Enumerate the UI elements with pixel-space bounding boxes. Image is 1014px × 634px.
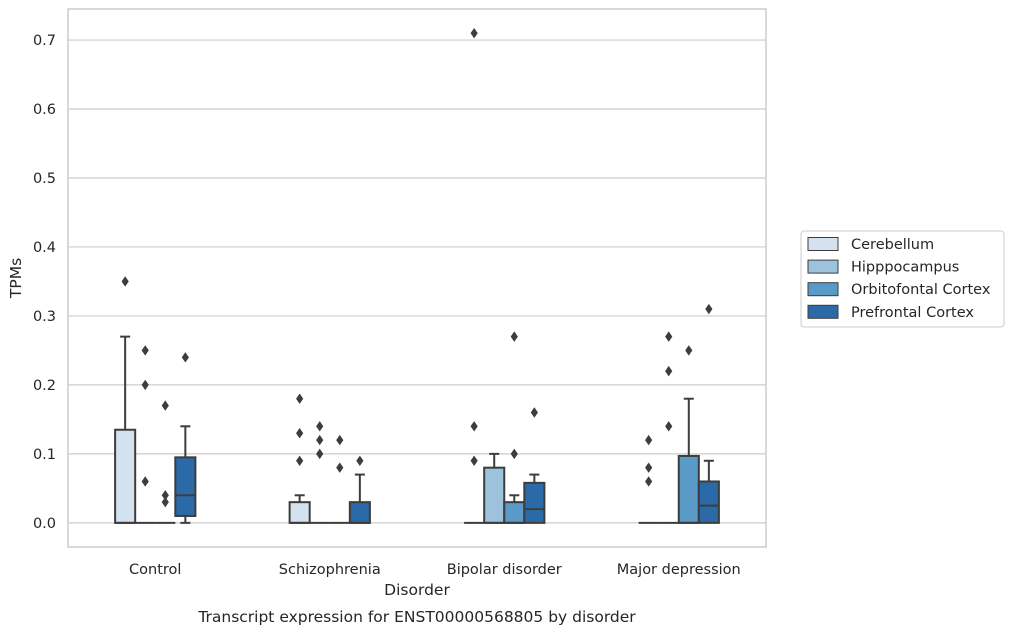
box-1-3 xyxy=(658,331,679,524)
outlier-point xyxy=(665,331,673,342)
outlier-point xyxy=(510,448,518,460)
x-tick-label: Major depression xyxy=(617,562,741,578)
outlier-point xyxy=(296,427,304,439)
outlier-point xyxy=(356,455,364,466)
outlier-point xyxy=(645,476,653,487)
box-2-1 xyxy=(329,434,350,524)
legend-label: Cerebellum xyxy=(851,237,934,253)
legend-frame xyxy=(800,230,1005,328)
chart-caption: Transcript expression for ENST0000056880… xyxy=(197,608,636,626)
x-tick-label: Control xyxy=(129,562,181,578)
outlier-point xyxy=(161,400,169,411)
box-3-1 xyxy=(348,455,371,524)
outlier-point xyxy=(665,365,673,377)
outlier-point xyxy=(141,379,149,391)
box-rect xyxy=(503,501,526,524)
outlier-point xyxy=(141,476,149,487)
grid-lines xyxy=(68,39,766,524)
y-tick-label: 0.5 xyxy=(33,171,56,187)
box-2-0 xyxy=(155,400,176,524)
outlier-point xyxy=(336,434,344,446)
outlier-point xyxy=(510,331,518,342)
legend-swatch xyxy=(807,304,839,319)
outlier-point xyxy=(316,448,324,460)
legend-label: Prefrontal Cortex xyxy=(851,305,974,321)
legend-swatch xyxy=(807,259,839,274)
box-rect xyxy=(523,481,546,524)
box-0-2 xyxy=(464,27,485,524)
legend: Cerebellum Hipppocampus Orbitofontal Corte… xyxy=(800,230,1005,328)
box-rect xyxy=(288,501,311,524)
outlier-point xyxy=(296,393,304,404)
box-3-2 xyxy=(523,407,546,524)
outlier-point xyxy=(645,462,653,473)
outlier-point xyxy=(316,434,324,446)
y-tick-label: 0.0 xyxy=(33,516,56,532)
box-2-3 xyxy=(677,345,700,524)
box-1-1 xyxy=(309,421,330,524)
x-axis-label: Disorder xyxy=(384,581,450,599)
y-tick-label: 0.4 xyxy=(33,240,56,256)
box-3-3 xyxy=(697,303,720,524)
legend-swatch xyxy=(807,282,839,297)
outlier-point xyxy=(665,421,673,432)
outlier-point xyxy=(161,496,169,508)
box-0-1 xyxy=(288,393,311,524)
outlier-point xyxy=(336,462,344,473)
box-rect xyxy=(483,466,506,524)
box-3-0 xyxy=(174,352,197,524)
outlier-point xyxy=(470,27,478,39)
y-tick-label: 0.1 xyxy=(33,447,56,463)
y-tick-label: 0.6 xyxy=(33,102,56,118)
box-0-3 xyxy=(638,434,659,524)
box-plot-marks xyxy=(114,27,720,524)
outlier-point xyxy=(121,276,129,287)
box-0-0 xyxy=(114,276,137,524)
box-1-2 xyxy=(483,452,506,524)
outlier-point xyxy=(470,455,478,466)
outlier-point xyxy=(685,345,693,356)
outlier-point xyxy=(470,421,478,432)
outlier-point xyxy=(161,490,169,501)
x-tick-labels: Control Schizophrenia Bipolar disorder Majo… xyxy=(129,562,741,578)
x-tick-label: Bipolar disorder xyxy=(447,562,562,578)
box-rect xyxy=(697,480,720,524)
outlier-point xyxy=(181,352,189,363)
outlier-point xyxy=(316,421,324,432)
outlier-point xyxy=(296,455,304,466)
legend-label: Orbitofontal Cortex xyxy=(851,282,991,298)
box-2-2 xyxy=(503,331,526,524)
outlier-point xyxy=(530,407,538,418)
y-axis-label: TPMs xyxy=(7,258,25,299)
outlier-point xyxy=(705,303,713,315)
x-tick-label: Schizophrenia xyxy=(279,562,381,578)
legend-label: Hipppocampus xyxy=(851,260,959,276)
box-rect xyxy=(677,454,700,524)
y-tick-label: 0.3 xyxy=(33,309,56,325)
box-rect xyxy=(348,501,371,524)
outlier-point xyxy=(645,434,653,446)
box-1-0 xyxy=(135,345,156,524)
legend-swatch xyxy=(807,237,839,251)
y-tick-label: 0.7 xyxy=(33,33,56,49)
box-rect xyxy=(114,428,137,524)
y-tick-labels: 0.0 0.1 0.2 0.3 0.4 0.5 0.6 0.7 xyxy=(33,33,56,532)
y-tick-label: 0.2 xyxy=(33,378,56,394)
outlier-point xyxy=(141,345,149,356)
box-rect xyxy=(174,456,197,517)
plot-frame xyxy=(67,8,767,548)
